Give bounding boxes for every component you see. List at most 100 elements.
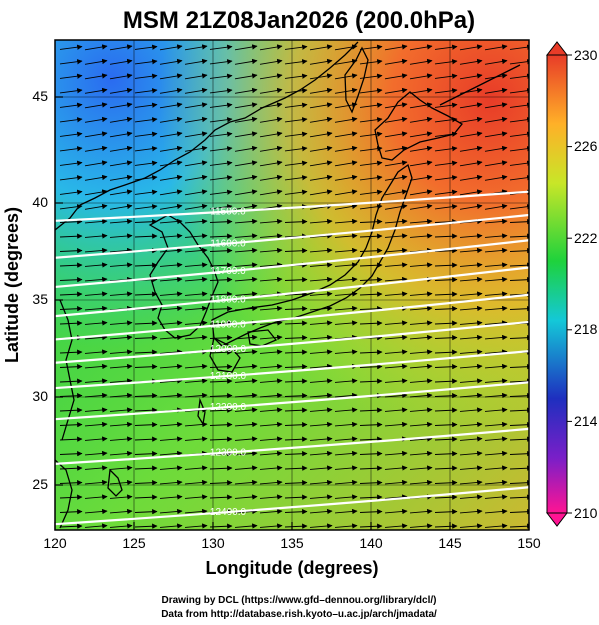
wind-arrow xyxy=(484,523,508,529)
wind-arrow xyxy=(434,422,458,428)
wind-arrow xyxy=(334,174,358,181)
wind-arrow xyxy=(59,175,83,181)
wind-arrow xyxy=(134,117,158,123)
wind-arrow xyxy=(109,73,133,80)
wind-arrow xyxy=(159,479,183,486)
wind-arrow xyxy=(459,145,483,152)
wind-arrow xyxy=(409,508,433,515)
wind-arrow xyxy=(309,421,333,428)
chart-title: MSM 21Z08Jan2026 (200.0hPa) xyxy=(123,7,475,34)
wind-arrow xyxy=(334,203,358,210)
x-tick-label: 140 xyxy=(359,535,383,551)
wind-arrow xyxy=(309,349,333,355)
wind-arrow xyxy=(109,145,133,152)
wind-arrow xyxy=(184,523,208,529)
wind-arrow xyxy=(309,291,333,297)
wind-arrow xyxy=(309,44,333,51)
wind-arrow xyxy=(334,102,358,109)
wind-arrow xyxy=(409,189,433,196)
wind-arrow xyxy=(309,363,333,370)
wind-arrow xyxy=(434,146,458,152)
wind-arrow xyxy=(134,422,158,428)
wind-arrow xyxy=(309,305,333,312)
wind-arrow xyxy=(209,175,233,181)
wind-arrow xyxy=(59,73,83,79)
wind-arrow xyxy=(484,73,508,80)
wind-arrow xyxy=(259,436,283,442)
wind-arrow xyxy=(134,465,158,471)
wind-arrow xyxy=(84,73,108,80)
wind-arrow xyxy=(234,291,258,297)
wind-arrow xyxy=(359,88,383,94)
wind-arrow xyxy=(234,276,258,283)
wind-arrow xyxy=(84,494,108,500)
wind-arrow xyxy=(309,189,333,196)
wind-arrow xyxy=(359,509,383,515)
wind-arrow xyxy=(109,320,133,326)
wind-arrow xyxy=(84,465,108,471)
wind-arrow xyxy=(384,160,408,167)
wind-arrow xyxy=(59,509,83,515)
wind-arrow xyxy=(209,117,233,123)
wind-arrow xyxy=(309,508,333,515)
wind-arrow xyxy=(359,480,383,486)
wind-arrow xyxy=(284,146,308,152)
colorbar-label: 214 xyxy=(574,413,598,429)
wind-arrow xyxy=(209,335,233,341)
wind-arrow xyxy=(409,87,433,94)
wind-arrow xyxy=(484,262,508,268)
contour-label: 11700.0 xyxy=(210,266,246,277)
wind-arrow xyxy=(84,523,108,529)
wind-arrow xyxy=(334,450,358,457)
wind-arrow xyxy=(109,189,133,196)
wind-arrow xyxy=(359,378,383,384)
wind-arrow xyxy=(384,233,408,239)
wind-arrow xyxy=(134,59,158,65)
wind-arrow xyxy=(459,450,483,457)
wind-arrow xyxy=(159,160,183,167)
wind-arrow xyxy=(109,276,133,283)
wind-arrow xyxy=(409,131,433,138)
wind-arrow xyxy=(259,363,283,370)
wind-arrow xyxy=(434,204,458,210)
wind-arrow xyxy=(59,189,83,195)
wind-arrow xyxy=(234,436,258,442)
wind-arrow xyxy=(209,146,233,152)
wind-arrow xyxy=(284,117,308,123)
wind-arrow xyxy=(334,436,358,442)
wind-arrow xyxy=(159,102,183,109)
wind-arrow xyxy=(484,233,508,239)
height-contour-line xyxy=(55,320,529,364)
wind-arrow xyxy=(59,306,83,312)
wind-arrow xyxy=(234,247,258,254)
wind-arrow xyxy=(84,145,108,152)
wind-arrow xyxy=(234,87,258,94)
wind-arrow xyxy=(459,494,483,500)
wind-arrow xyxy=(59,407,83,413)
wind-arrow xyxy=(409,465,433,471)
wind-arrow xyxy=(209,494,233,500)
wind-arrow xyxy=(434,175,458,181)
wind-arrow xyxy=(459,421,483,428)
wind-arrow xyxy=(259,508,283,515)
wind-arrow xyxy=(234,363,258,370)
wind-arrow xyxy=(359,465,383,471)
wind-arrow xyxy=(284,59,308,65)
wind-arrow xyxy=(434,160,458,166)
y-tick-label: 30 xyxy=(32,388,48,404)
wind-arrow xyxy=(459,131,483,138)
wind-arrow xyxy=(359,320,383,326)
wind-arrow xyxy=(209,364,233,370)
wind-arrow xyxy=(209,349,233,355)
wind-arrow xyxy=(309,407,333,413)
wind-arrow xyxy=(384,73,408,80)
wind-arrow xyxy=(359,175,383,181)
wind-arrow xyxy=(309,218,333,225)
wind-arrow xyxy=(284,73,308,79)
wind-arrow xyxy=(184,87,208,94)
contour-label: 12100.0 xyxy=(210,371,247,382)
wind-arrow xyxy=(284,291,308,297)
wind-arrow xyxy=(134,233,158,239)
wind-arrow xyxy=(434,465,458,471)
wind-arrow xyxy=(309,102,333,109)
